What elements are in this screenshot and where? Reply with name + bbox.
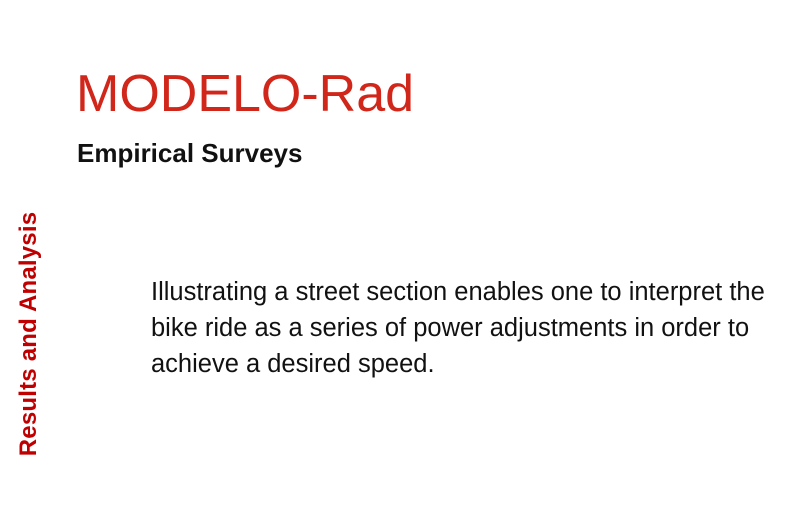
body-paragraph: Illustrating a street section enables on… (151, 278, 765, 378)
slide-title: MODELO-Rad (76, 65, 415, 123)
slide-subtitle: Empirical Surveys (77, 138, 303, 168)
section-label-vertical: Results and Analysis (14, 200, 44, 468)
section-label-text: Results and Analysis (15, 211, 42, 457)
